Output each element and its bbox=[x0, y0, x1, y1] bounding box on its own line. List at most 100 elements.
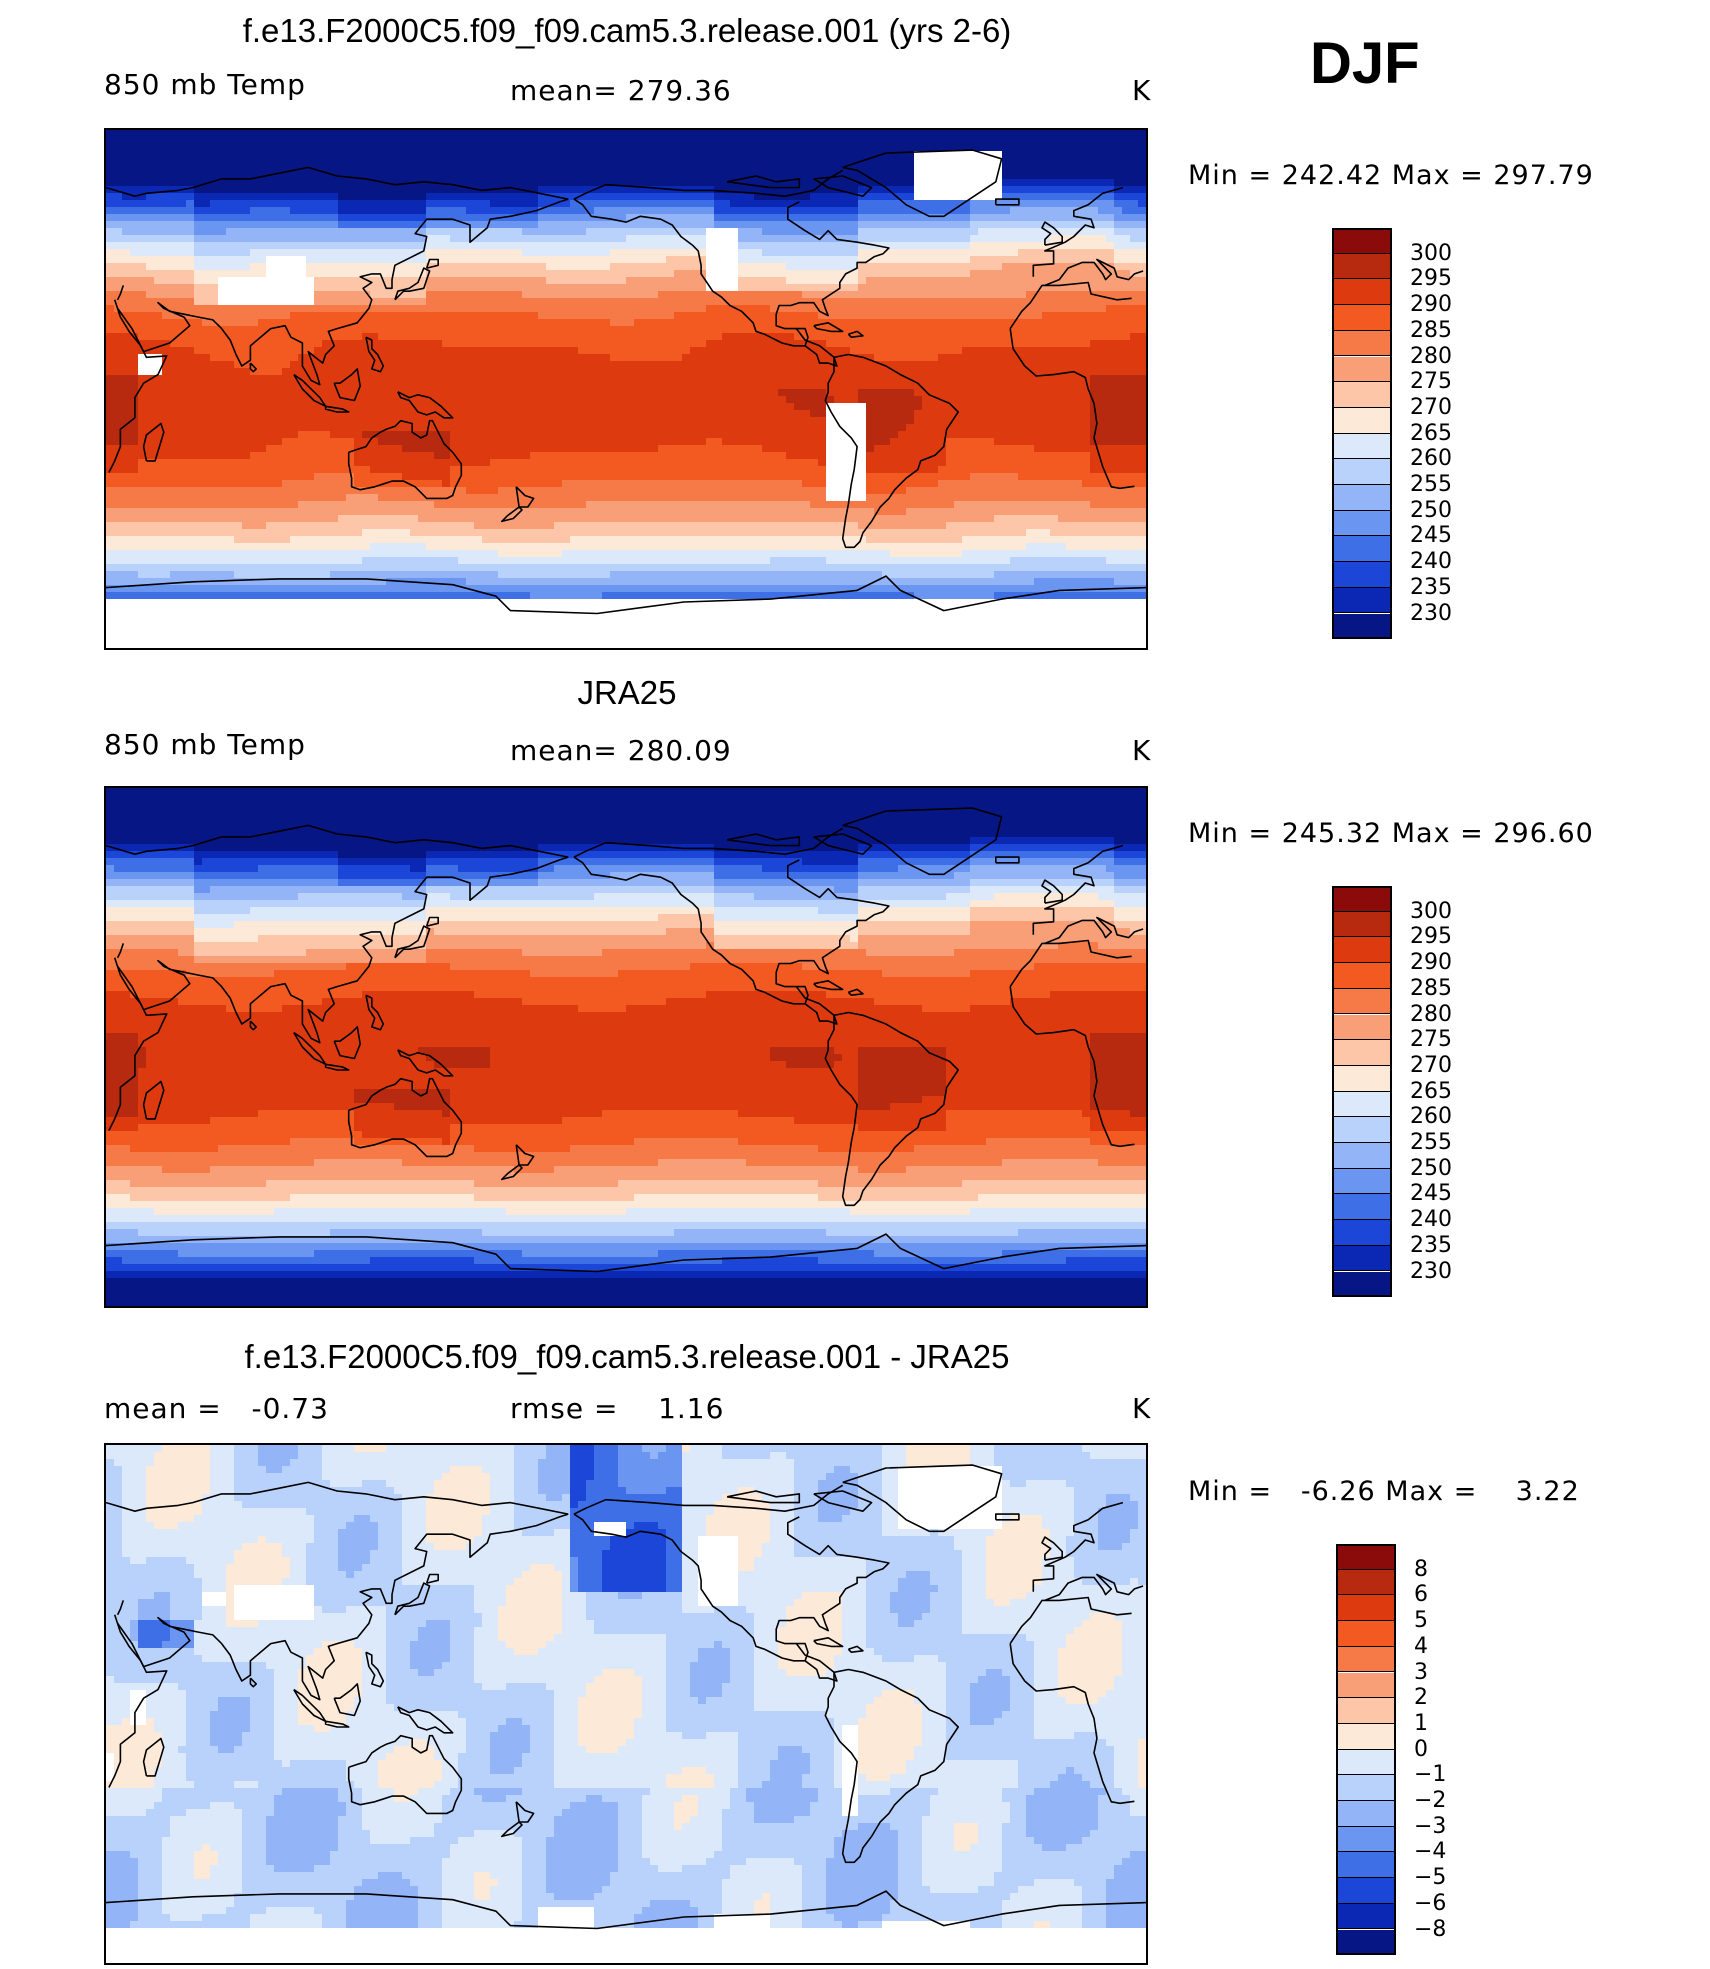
colorbar-tick-label: 280 bbox=[1410, 1003, 1452, 1026]
coastline bbox=[824, 1668, 960, 1864]
colorbar-swatch bbox=[1336, 1749, 1396, 1776]
panel-1-min-max: Min = 242.42 Max = 297.79 bbox=[1188, 160, 1594, 191]
coastline bbox=[842, 1464, 1003, 1533]
coastline bbox=[394, 267, 431, 301]
colorbar-swatch bbox=[1332, 279, 1392, 306]
coastline bbox=[142, 422, 165, 462]
coastline bbox=[515, 1801, 535, 1823]
panel-3-units: K bbox=[1132, 1392, 1151, 1425]
colorbar-swatch bbox=[1336, 1852, 1396, 1879]
coastline bbox=[775, 859, 890, 988]
coastline bbox=[106, 166, 569, 200]
coastline bbox=[116, 1513, 569, 1701]
colorbar-swatch bbox=[1336, 1903, 1396, 1930]
colorbar-swatch bbox=[1336, 1569, 1396, 1596]
coastline bbox=[573, 856, 838, 1025]
coastline bbox=[1032, 186, 1124, 277]
colorbar-swatch bbox=[1332, 510, 1392, 537]
coastline bbox=[397, 391, 454, 419]
colorbar-tick-label: 300 bbox=[1410, 242, 1452, 265]
colorbar-tick-label: 6 bbox=[1414, 1584, 1428, 1606]
coastline bbox=[249, 362, 257, 373]
coastline bbox=[142, 1737, 165, 1777]
field-layer bbox=[106, 788, 1146, 1306]
coastline bbox=[775, 201, 890, 330]
panel-3-left-label: mean = -0.73 bbox=[104, 1392, 329, 1425]
colorbar-swatch bbox=[1332, 1143, 1392, 1169]
coastline bbox=[1009, 986, 1135, 1148]
coastlines bbox=[106, 149, 1146, 615]
colorbar-tick-label: 235 bbox=[1410, 1234, 1452, 1257]
coastline bbox=[994, 198, 1020, 206]
colorbar-swatch bbox=[1332, 1091, 1392, 1118]
colorbar-swatch bbox=[1332, 963, 1392, 989]
coastline bbox=[333, 368, 361, 402]
colorbar-swatch bbox=[1332, 485, 1392, 511]
coastline bbox=[847, 1645, 864, 1653]
panel-2-left-label: 850 mb Temp bbox=[104, 728, 306, 761]
colorbar-swatch bbox=[1332, 253, 1392, 280]
coastline bbox=[1009, 328, 1135, 490]
coastline bbox=[1009, 939, 1132, 988]
colorbar-swatch bbox=[1332, 886, 1392, 912]
colorbar-frame bbox=[1336, 1544, 1396, 1956]
coastline bbox=[394, 1582, 431, 1616]
colorbar-swatch bbox=[1332, 382, 1392, 408]
coastline bbox=[324, 1063, 350, 1071]
colorbar-tick-label: −6 bbox=[1414, 1892, 1446, 1915]
colorbar-tick-label: 235 bbox=[1410, 576, 1452, 599]
colorbar-tick-label: 295 bbox=[1410, 926, 1452, 948]
coastline bbox=[324, 405, 350, 413]
colorbar-swatch bbox=[1336, 1646, 1396, 1673]
coastline bbox=[397, 1706, 454, 1734]
colorbar-tick-label: −3 bbox=[1414, 1815, 1446, 1838]
coastline bbox=[813, 980, 844, 991]
coastline bbox=[425, 1573, 440, 1584]
coastline bbox=[515, 1144, 535, 1166]
coastline bbox=[573, 1484, 844, 1515]
panel-2-min-max: Min = 245.32 Max = 296.60 bbox=[1188, 818, 1594, 849]
colorbar-swatch bbox=[1332, 1014, 1392, 1041]
panel-1-map bbox=[104, 128, 1148, 650]
colorbar-tick-label: 230 bbox=[1410, 1260, 1452, 1283]
colorbar-swatch bbox=[1336, 1878, 1396, 1904]
coastline bbox=[1044, 1573, 1144, 1602]
panel-1-center-label: mean= 279.36 bbox=[510, 74, 732, 107]
colorbar-tick-label: −2 bbox=[1414, 1790, 1446, 1812]
coastline bbox=[324, 1720, 350, 1728]
colorbar-tick-label: 280 bbox=[1410, 345, 1452, 368]
coastline bbox=[726, 175, 801, 189]
coastline bbox=[813, 1637, 844, 1648]
panel-2-map bbox=[104, 786, 1148, 1308]
coastline bbox=[106, 575, 1146, 615]
coastline bbox=[108, 1614, 168, 1788]
colorbar-tick-label: 0 bbox=[1414, 1738, 1428, 1761]
field-layer bbox=[106, 1445, 1146, 1963]
coastline bbox=[365, 1651, 385, 1688]
coastline bbox=[500, 506, 523, 523]
coastline bbox=[116, 943, 125, 959]
colorbar-swatch bbox=[1332, 356, 1392, 383]
coastline bbox=[1044, 258, 1144, 287]
colorbar-tick-label: 300 bbox=[1410, 900, 1452, 923]
coastline bbox=[775, 1516, 890, 1645]
coastline bbox=[347, 419, 463, 500]
coastline bbox=[813, 833, 873, 855]
colorbar-swatch bbox=[1332, 1220, 1392, 1246]
coastline bbox=[116, 285, 125, 301]
colorbar-swatch bbox=[1336, 1621, 1396, 1647]
panel-3-min-max: Min = -6.26 Max = 3.22 bbox=[1188, 1476, 1580, 1507]
coastline bbox=[142, 1080, 165, 1120]
colorbar-frame bbox=[1332, 886, 1392, 1298]
panel-1-left-label: 850 mb Temp bbox=[104, 68, 306, 101]
colorbar-swatch bbox=[1336, 1672, 1396, 1699]
coastline bbox=[500, 1164, 523, 1181]
coastline bbox=[842, 149, 1003, 218]
coastline bbox=[394, 925, 431, 959]
colorbar-swatch bbox=[1332, 911, 1392, 938]
coastline bbox=[573, 1513, 838, 1682]
colorbar-swatch bbox=[1332, 587, 1392, 614]
panel-1-title: f.e13.F2000C5.f09_f09.cam5.3.release.001… bbox=[104, 12, 1150, 50]
colorbar-tick-label: 295 bbox=[1410, 268, 1452, 290]
coastline bbox=[347, 1077, 463, 1158]
